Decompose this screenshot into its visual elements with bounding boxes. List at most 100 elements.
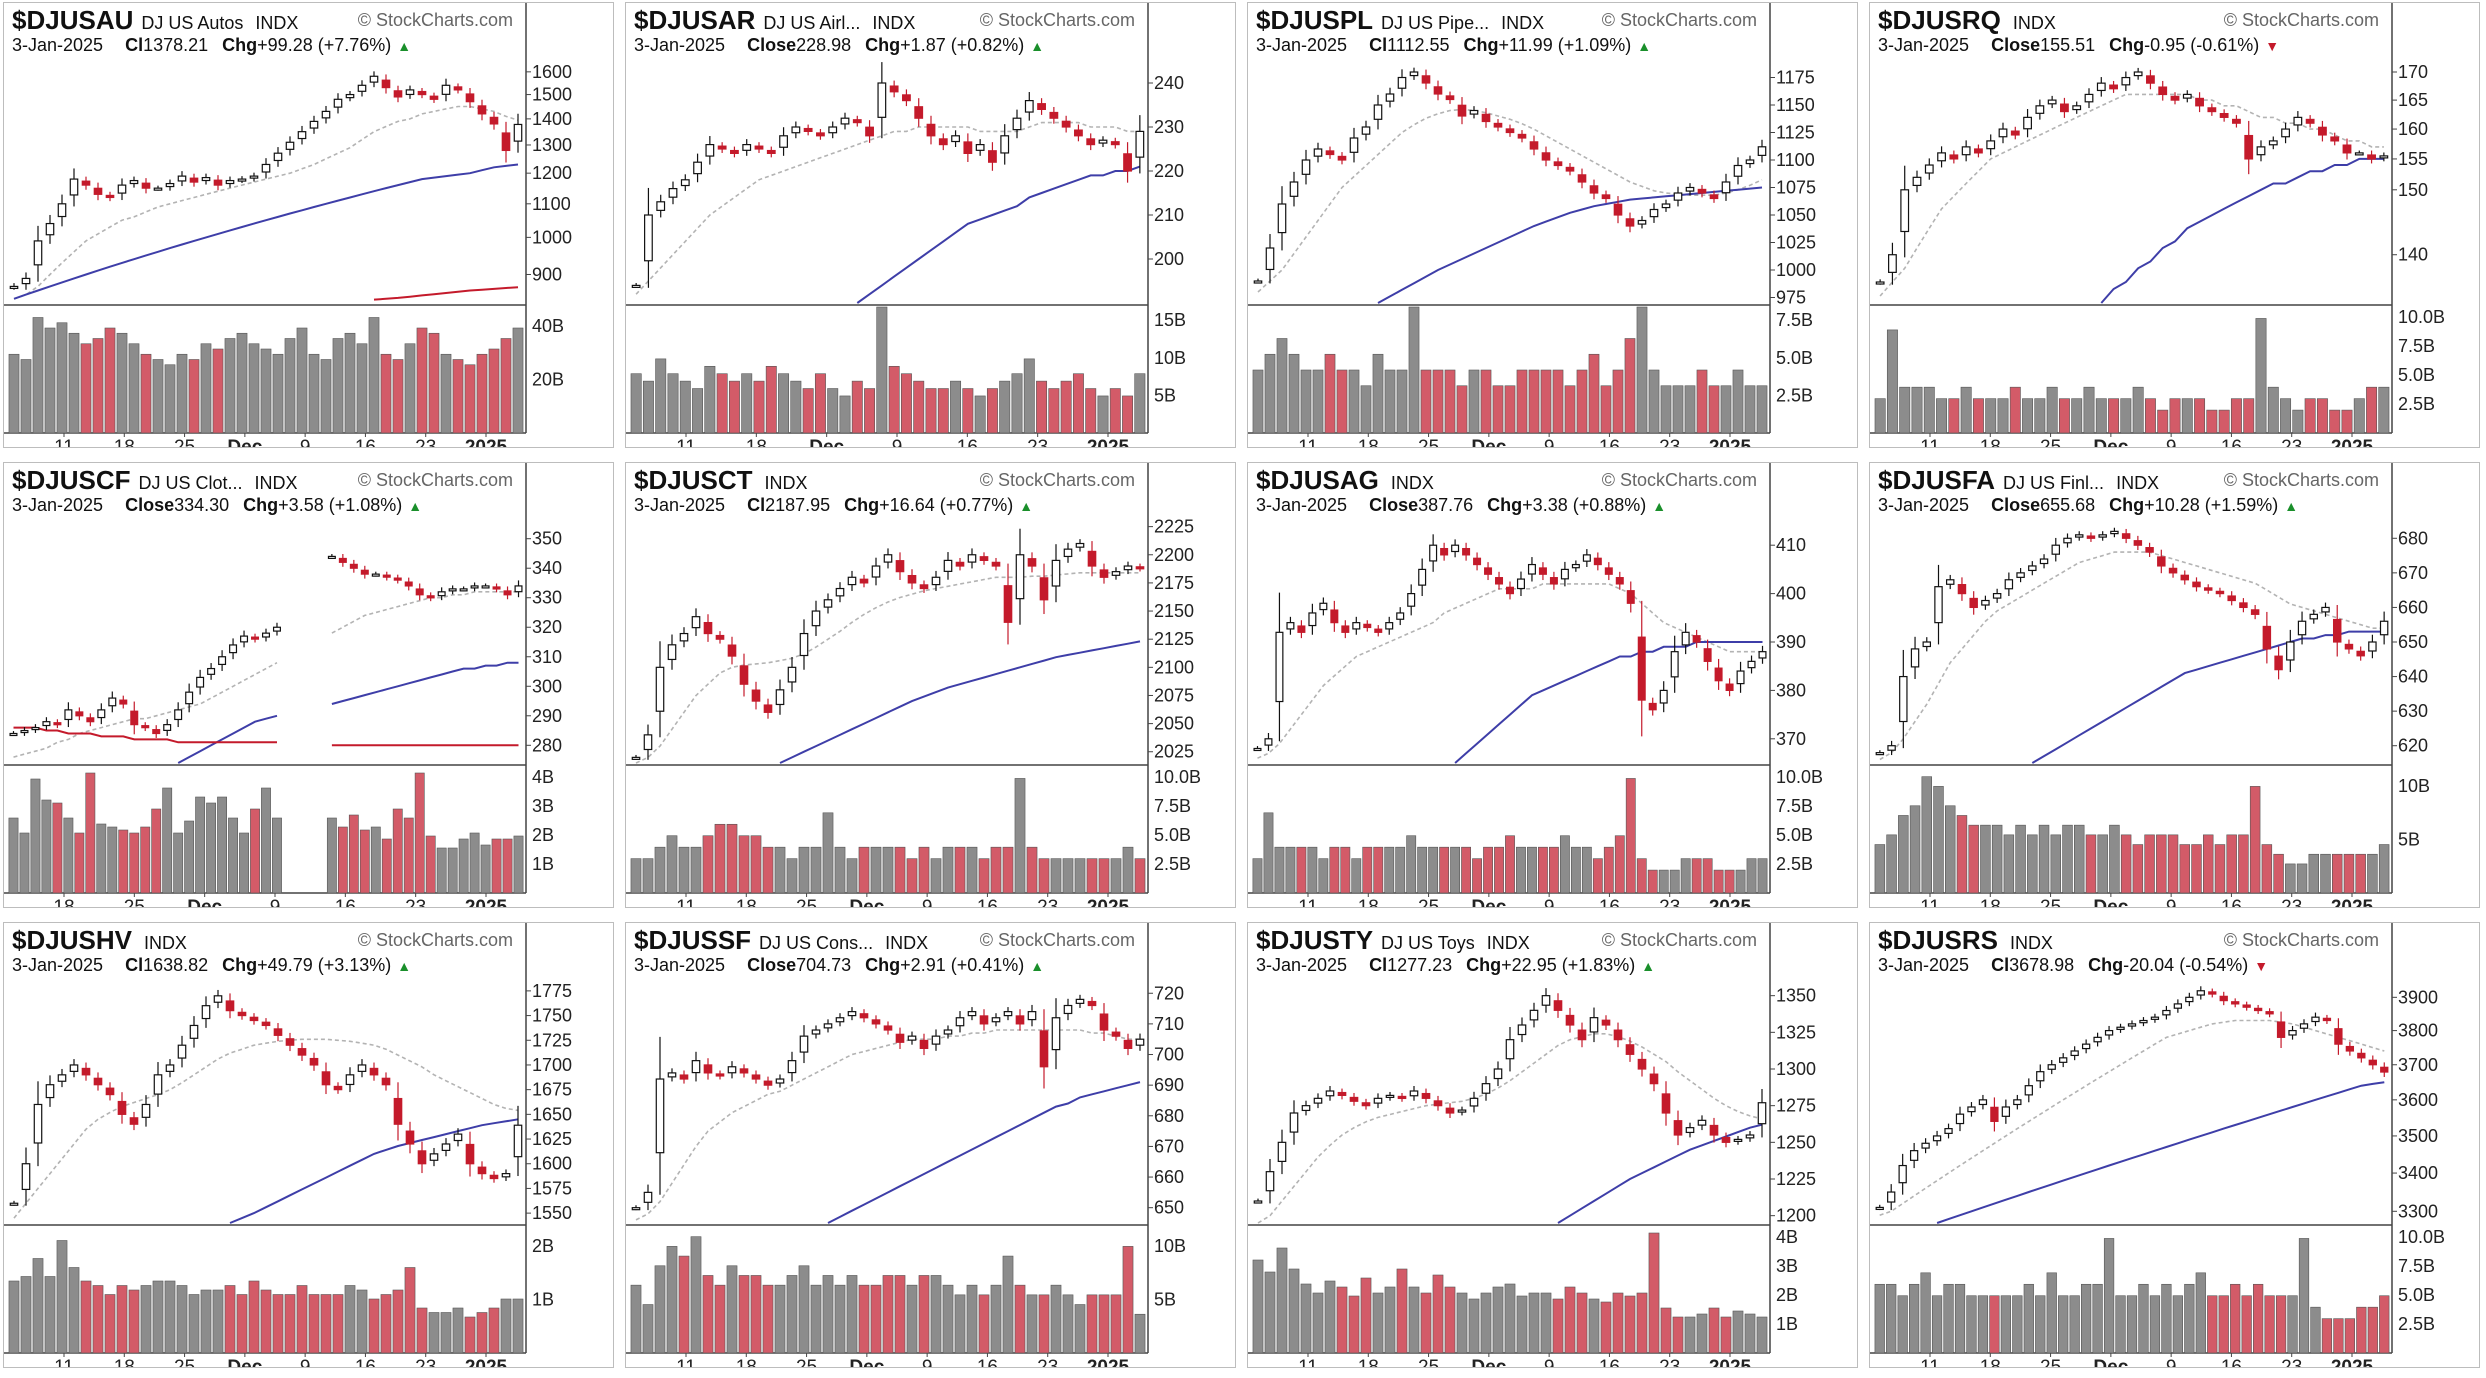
candle (345, 93, 355, 99)
candle (2195, 97, 2204, 107)
candle (1051, 559, 1061, 587)
candle (1615, 577, 1624, 585)
candle (429, 1153, 439, 1161)
volume-bar (704, 365, 716, 434)
change-label: Chg (243, 495, 279, 515)
x-tick-label: 11 (1298, 437, 1318, 447)
y-tick-label: 340 (532, 558, 562, 578)
candle (1981, 599, 1990, 606)
candle (1286, 622, 1295, 630)
volume-bar (679, 380, 691, 434)
sma-fast-line (635, 121, 1140, 295)
candle (715, 1073, 725, 1077)
y-tick-label: 3600 (2398, 1090, 2438, 1110)
change-label: Chg (1466, 955, 1502, 975)
volume-bar (118, 829, 129, 894)
volume-bar (2083, 386, 2095, 434)
candle (441, 84, 451, 95)
volume-bar (1708, 385, 1720, 434)
volume-bar (786, 858, 798, 894)
volume-tick-label: 2.5B (2398, 1314, 2435, 1334)
candle (2330, 136, 2340, 142)
candle (1027, 1011, 1037, 1021)
candle (1123, 565, 1133, 571)
candle (2379, 620, 2389, 636)
y-tick-label: 1750 (532, 1006, 572, 1026)
candle (357, 1064, 367, 1072)
volume-bar (1672, 385, 1684, 434)
volume-bar (2181, 398, 2193, 434)
triangle-down-icon: ▼ (2265, 38, 2280, 54)
source-watermark: © StockCharts.com (1601, 10, 1757, 30)
volume-bar (2144, 398, 2156, 434)
candle (1529, 141, 1539, 150)
close-label: Close (747, 955, 797, 975)
candle (1601, 1019, 1611, 1026)
y-tick-label: 1075 (1776, 178, 1816, 198)
candle (57, 1074, 67, 1082)
candle (405, 1130, 415, 1145)
volume-bar (1720, 385, 1732, 434)
symbol: $DJUSRQ (1878, 5, 2001, 35)
volume-bar (116, 1285, 128, 1354)
candle (1049, 111, 1059, 119)
volume-bar (162, 787, 173, 894)
volume-bar (200, 343, 212, 434)
volume-bar (19, 832, 30, 894)
candle (119, 699, 128, 705)
volume-bar (1252, 858, 1263, 894)
x-tick-label: 25 (1418, 1357, 1439, 1367)
candle (823, 1023, 833, 1029)
candle (321, 1071, 331, 1086)
volume-bar (1026, 846, 1038, 894)
candle (643, 1191, 653, 1203)
volume-tick-label: 10B (1154, 1236, 1186, 1256)
volume-bar (846, 1275, 858, 1354)
candle (1275, 631, 1284, 703)
candle (1123, 153, 1132, 172)
volume-bar (802, 388, 814, 434)
chart-subheader: 3-Jan-2025 Close155.51 Chg-0.95 (-0.61%) ▼ (1878, 35, 2279, 56)
volume-bar (416, 1307, 428, 1354)
candle (1957, 584, 1967, 595)
candle (1733, 164, 1743, 177)
candle (1481, 113, 1491, 123)
volume-bar (1360, 385, 1372, 434)
volume-bar (326, 817, 337, 894)
x-tick-label: Dec (227, 437, 262, 447)
candle (1637, 1058, 1647, 1070)
x-tick-label: 2025 (465, 897, 508, 907)
volume-tick-label: 3B (1776, 1256, 1798, 1276)
volume-bar (942, 846, 954, 894)
chart-subheader: 3-Jan-2025 Close704.73 Chg+2.91 (+0.41%) ▲ (634, 955, 1044, 976)
volume-bar (900, 373, 912, 434)
volume-bar (2230, 398, 2242, 434)
x-tick-label: Dec (1471, 897, 1506, 907)
candle (2121, 533, 2131, 539)
candle (1363, 623, 1372, 629)
volume-bar (1931, 1295, 1943, 1354)
volume-bar (858, 1284, 870, 1354)
volume-bar (2333, 1318, 2344, 1354)
candle (763, 1080, 773, 1086)
candle (775, 689, 785, 706)
candle (417, 90, 427, 96)
candle (1745, 159, 1755, 165)
y-tick-label: 1100 (532, 194, 571, 214)
candle (1297, 625, 1306, 633)
y-tick-label: 630 (2398, 701, 2428, 721)
candle (45, 1084, 55, 1099)
candle (703, 1064, 713, 1074)
volume-bar (380, 353, 392, 434)
volume-bar (930, 1275, 942, 1354)
price-chart: 370 380 390 400 410 2.5B 5.0B 7.5B 10.0B 11 18 25 De… (1248, 463, 1823, 907)
volume-bar (810, 846, 822, 894)
volume-bar (1014, 778, 1026, 894)
volume-bar (92, 338, 104, 434)
volume-bar (1985, 398, 1997, 434)
candle (1659, 689, 1668, 704)
volume-bar (2218, 409, 2230, 434)
candle (2253, 1007, 2263, 1012)
candle (1037, 103, 1046, 111)
x-tick-label: 18 (1358, 897, 1379, 907)
